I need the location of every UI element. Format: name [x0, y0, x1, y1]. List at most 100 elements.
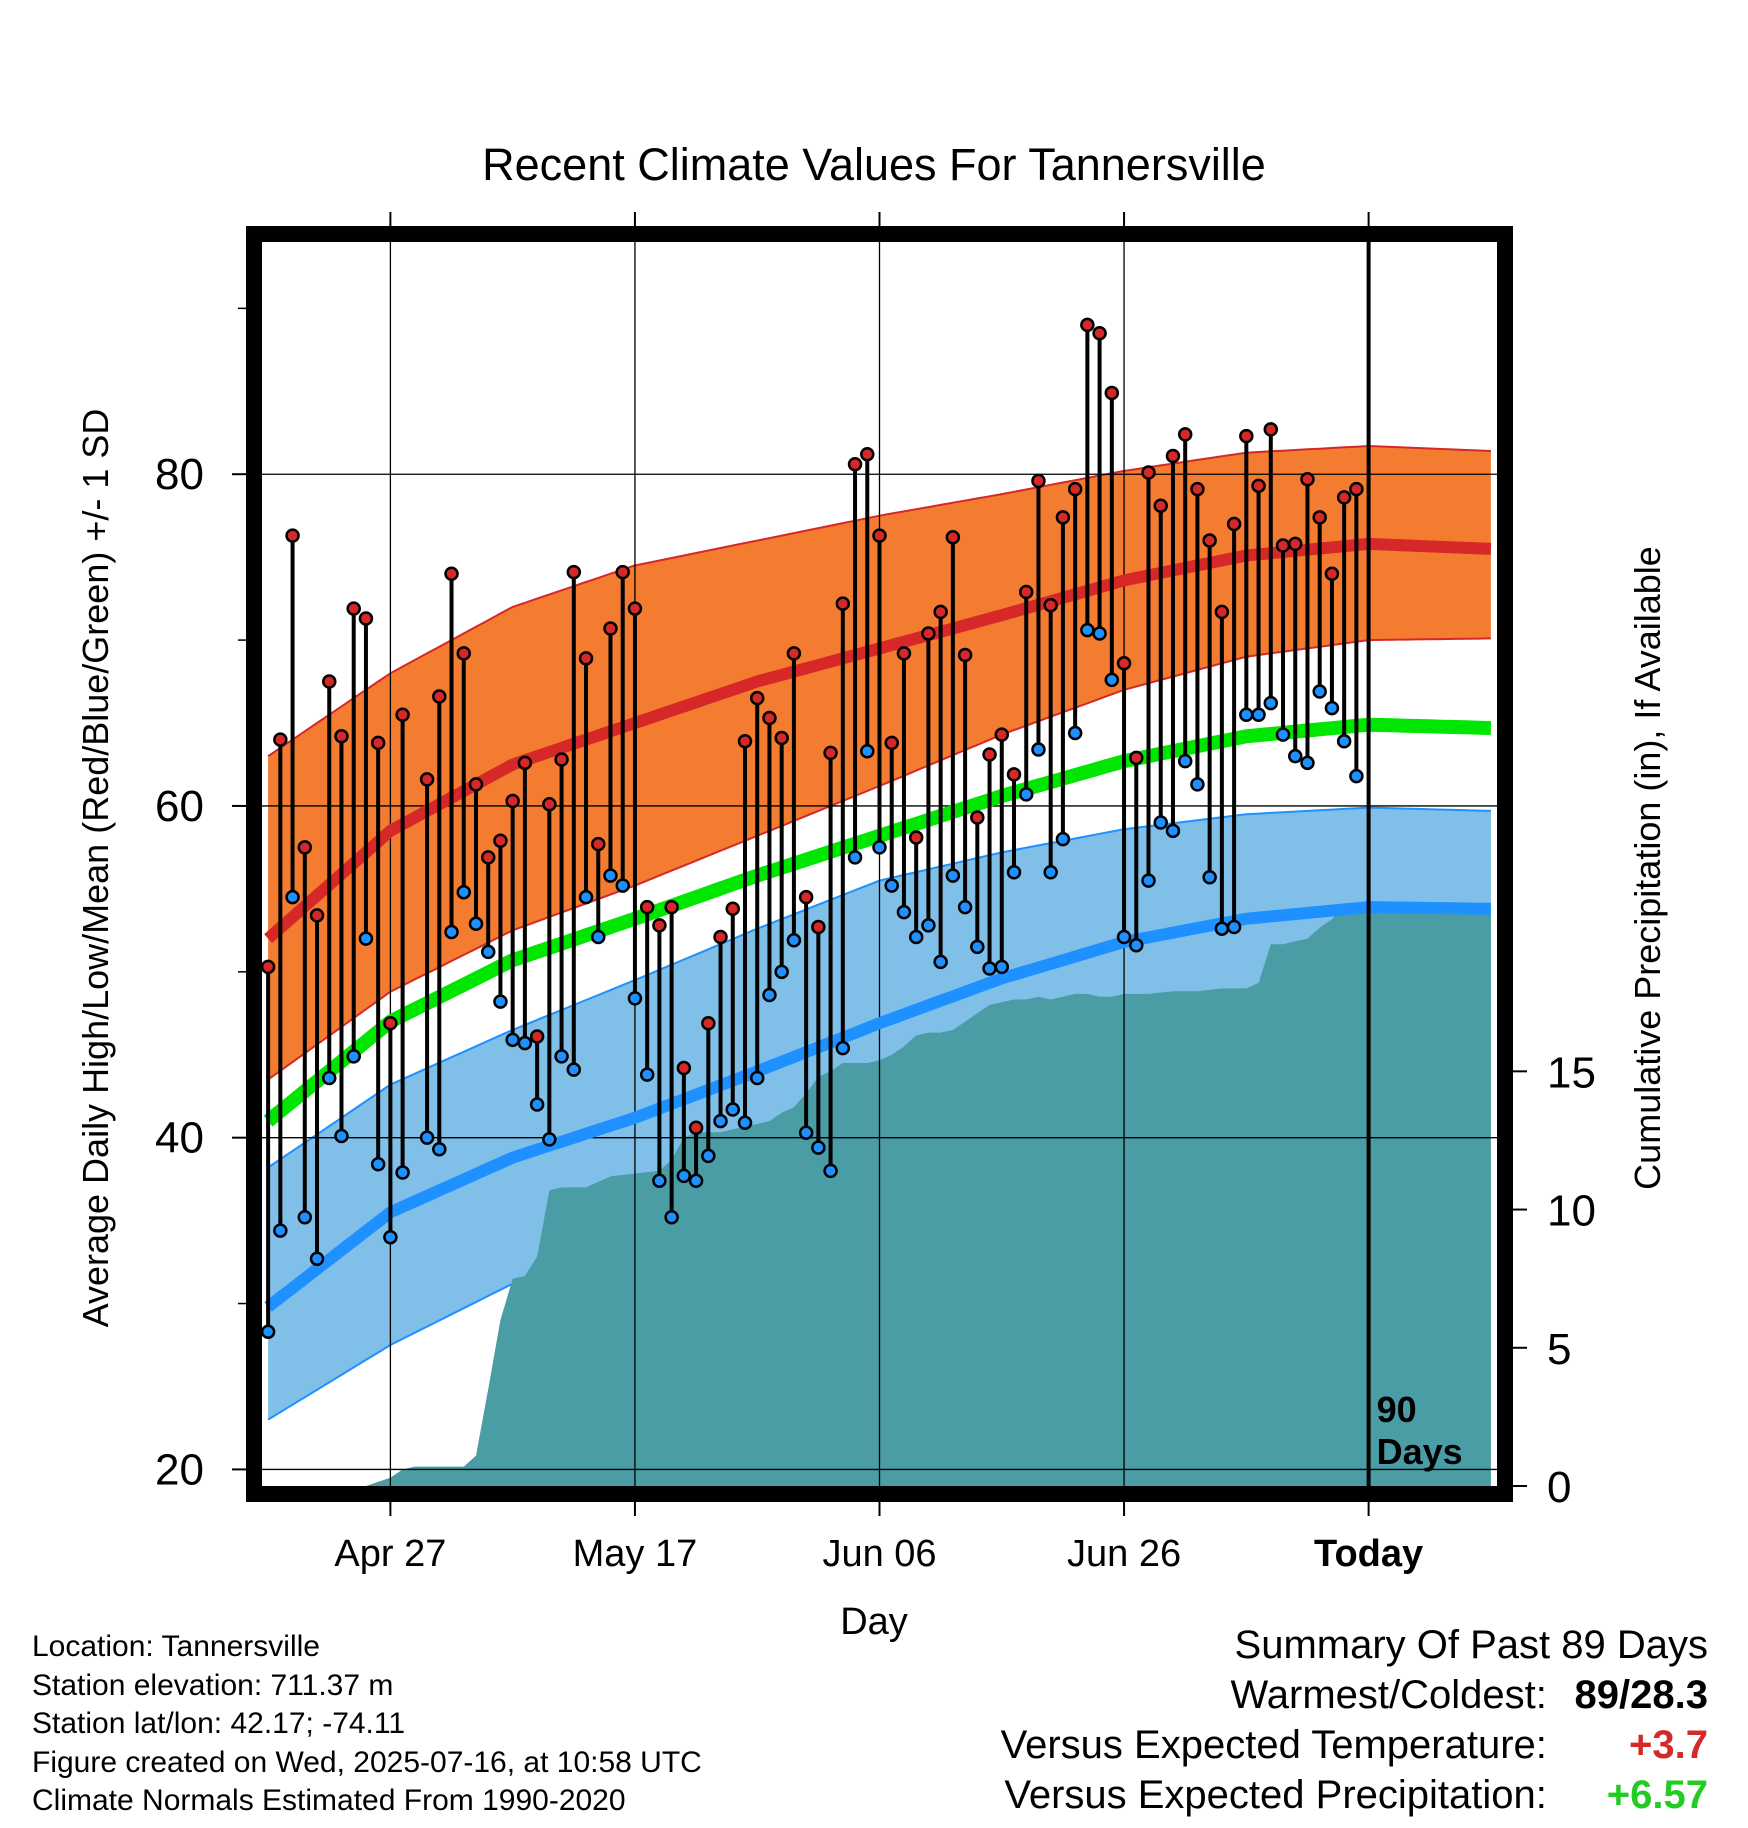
y2-tick-label: 5	[1547, 1325, 1571, 1374]
observed-high-point	[1116, 656, 1132, 671]
observed-high-point	[346, 601, 361, 616]
observed-high-point	[945, 529, 961, 545]
observed-high-point	[994, 727, 1010, 742]
observed-high-point	[1165, 448, 1181, 464]
observed-low-point	[346, 1049, 361, 1064]
observed-high-point	[1067, 481, 1083, 497]
summary-panel: Summary Of Past 89 Days Warmest/Coldest:…	[1001, 1620, 1708, 1820]
observed-low-point	[1287, 748, 1303, 764]
observed-high-point	[529, 1029, 545, 1044]
observed-low-point	[737, 1115, 753, 1131]
observed-high-point	[811, 919, 826, 935]
observed-high-point	[615, 564, 630, 580]
observed-high-point	[480, 850, 496, 865]
observed-high-point	[1055, 510, 1071, 525]
observed-low-point	[1055, 831, 1071, 847]
normals-text: Climate Normals Estimated From 1990-2020	[32, 1784, 626, 1817]
observed-low-point	[260, 1324, 276, 1339]
observed-high-point	[1104, 385, 1120, 401]
observed-high-point	[749, 690, 765, 706]
observed-low-point	[1141, 873, 1156, 888]
observed-low-point	[786, 933, 802, 948]
observed-high-point	[860, 447, 875, 462]
precipitation-area	[365, 905, 1491, 1486]
observed-low-point	[945, 868, 961, 883]
observed-low-point	[701, 1148, 716, 1164]
observed-high-point	[432, 689, 447, 704]
observed-high-point	[1287, 536, 1303, 552]
observed-low-point	[1214, 921, 1230, 936]
observed-low-point	[762, 987, 777, 1003]
elevation-text: Station elevation: 711.37 m	[32, 1668, 394, 1702]
observed-low-point	[639, 1067, 655, 1082]
observed-low-point	[591, 929, 606, 945]
created-text: Figure created on Wed, 2025-07-16, at 10…	[32, 1745, 702, 1779]
observed-high-point	[505, 793, 520, 809]
observed-high-point	[591, 836, 606, 852]
observed-high-point	[1043, 597, 1058, 613]
observed-high-point	[982, 747, 997, 762]
observed-high-point	[444, 566, 459, 581]
observed-low-point	[1226, 919, 1242, 935]
observed-high-point	[1006, 767, 1022, 782]
observed-low-point	[774, 964, 789, 980]
observed-high-point	[1202, 533, 1217, 548]
observed-high-point	[933, 604, 948, 620]
observed-high-point	[896, 646, 912, 661]
observed-high-point	[1349, 481, 1364, 497]
summary-precip-row: Versus Expected Precipitation: +6.57	[1001, 1770, 1708, 1820]
observed-low-point	[1006, 865, 1022, 880]
plot-frame	[246, 226, 1513, 1502]
observed-low-point	[444, 924, 459, 940]
observed-low-point	[309, 1251, 325, 1267]
observed-high-point	[322, 674, 337, 689]
observed-high-point	[639, 899, 655, 915]
observed-low-point	[1031, 742, 1046, 757]
observed-low-point	[713, 1113, 728, 1129]
y2-axis-label: Cumulative Precipitation (in), If Availa…	[1627, 546, 1668, 1190]
observed-high-point	[725, 901, 741, 917]
observed-low-point	[676, 1168, 692, 1184]
observed-high-point	[1226, 516, 1242, 532]
observed-low-point	[749, 1070, 765, 1086]
observed-low-point	[994, 959, 1010, 975]
today-days-label: Days	[1377, 1431, 1463, 1472]
observed-high-point	[847, 457, 863, 472]
observed-high-point	[688, 1120, 704, 1135]
observed-low-point	[1300, 755, 1315, 771]
observed-low-point	[1104, 672, 1120, 688]
observed-high-point	[957, 647, 973, 663]
observed-high-point	[603, 621, 618, 636]
observed-high-point	[1080, 317, 1095, 333]
observed-low-point	[322, 1070, 337, 1086]
warmest-value: 89/28.3	[1574, 1673, 1708, 1717]
observed-low-point	[1349, 768, 1364, 784]
observed-high-point	[260, 959, 276, 975]
latlon-text: Station lat/lon: 42.17; -74.11	[32, 1707, 406, 1740]
observed-low-point	[627, 991, 643, 1006]
observed-low-point	[835, 1040, 851, 1056]
observed-high-point	[566, 564, 582, 580]
observed-low-point	[1116, 929, 1132, 945]
observed-high-point	[1092, 325, 1107, 341]
observed-high-point	[835, 596, 851, 611]
observed-high-point	[1336, 490, 1352, 505]
precip-value: +6.57	[1606, 1773, 1708, 1817]
observed-high-point	[1214, 604, 1230, 620]
observed-low-point	[456, 884, 472, 900]
observed-low-point	[921, 918, 936, 933]
observed-low-point	[370, 1156, 386, 1172]
y-axis-label: Average Daily High/Low/Mean (Red/Blue/Gr…	[75, 409, 116, 1328]
observed-low-point	[652, 1173, 667, 1189]
observed-low-point	[1153, 815, 1168, 830]
station-info: Location: Tannersville Station elevation…	[32, 1628, 702, 1821]
observed-low-point	[542, 1132, 557, 1147]
observed-high-point	[676, 1060, 692, 1076]
observed-high-point	[908, 830, 924, 845]
x-axis-label: Day	[840, 1601, 908, 1643]
location-text: Location: Tannersville	[32, 1630, 320, 1663]
observed-low-point	[285, 889, 300, 905]
temp-value: +3.7	[1629, 1723, 1708, 1767]
observed-high-point	[1251, 478, 1266, 494]
observed-high-point	[468, 777, 484, 792]
